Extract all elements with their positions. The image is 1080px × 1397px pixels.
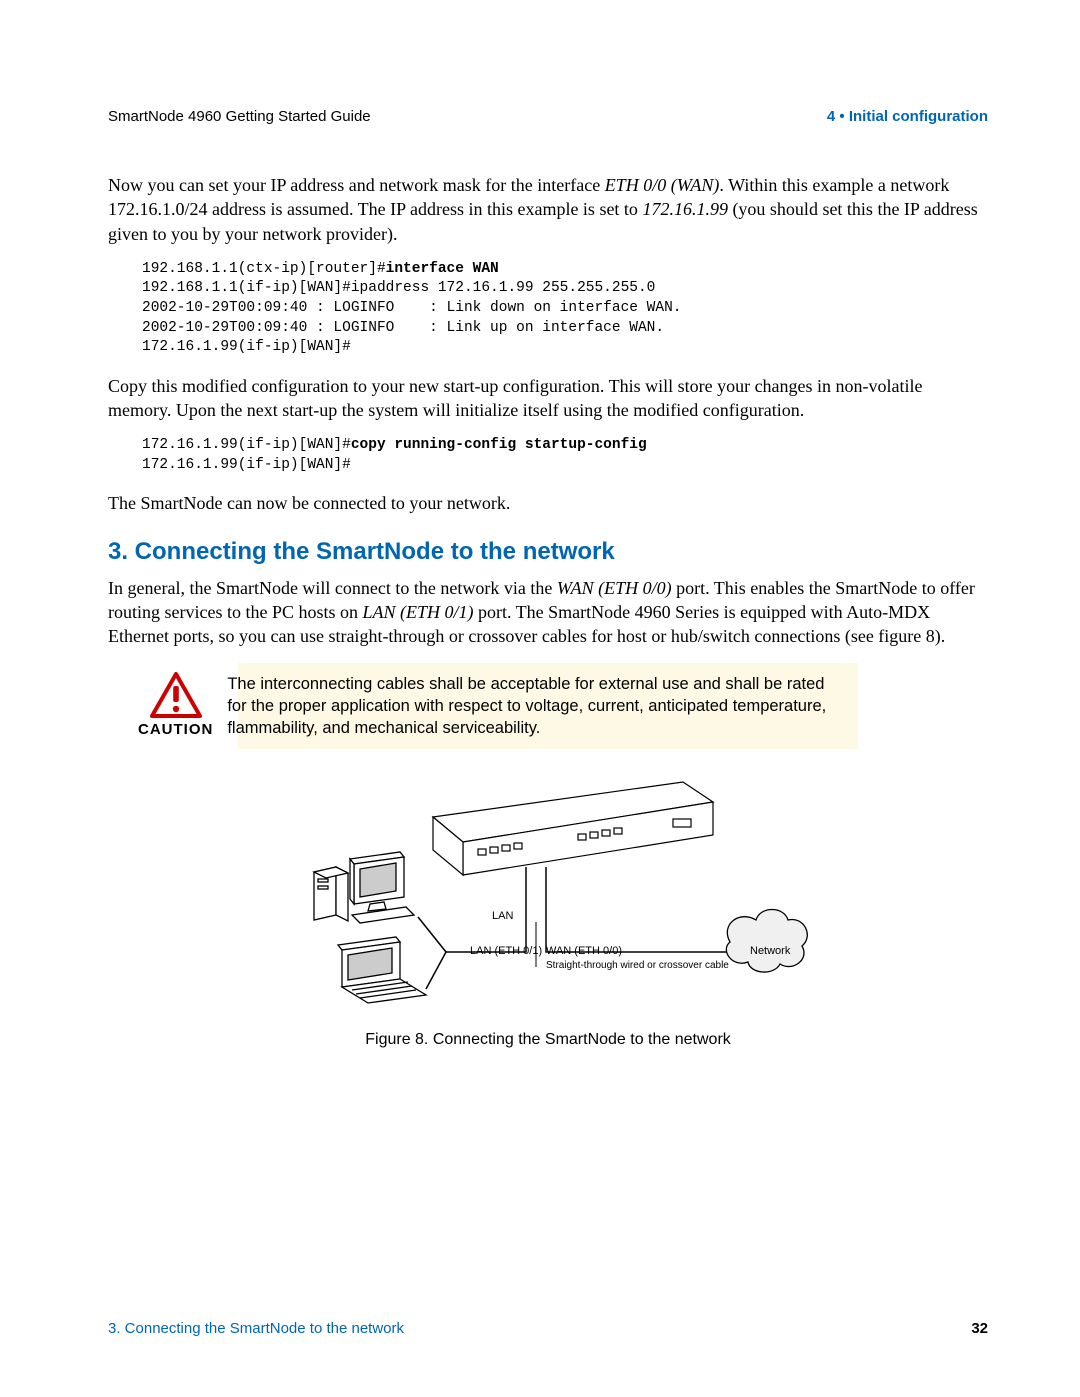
caution-label: CAUTION [138,721,213,738]
code-line: 192.168.1.1(ctx-ip)[router]# [142,261,386,277]
figure-caption: Figure 8. Connecting the SmartNode to th… [365,1031,731,1049]
code-line: 172.16.1.99(if-ip)[WAN]# [142,457,351,473]
diagram-label-cable: Straight-through wired or crossover cabl… [546,960,729,971]
code-line: 2002-10-29T00:09:40 : LOGINFO : Link dow… [142,300,682,316]
code-line: 192.168.1.1(if-ip)[WAN]#ipaddress 172.16… [142,280,655,296]
code-line: 172.16.1.99(if-ip)[WAN]# [142,339,351,355]
caution-callout: CAUTION The interconnecting cables shall… [238,663,858,750]
diagram-label-lan: LAN [492,910,513,922]
paragraph-connecting-intro: In general, the SmartNode will connect t… [108,576,988,649]
caution-text: The interconnecting cables shall be acce… [227,669,844,740]
footer-page-number: 32 [971,1320,988,1337]
page-footer: 3. Connecting the SmartNode to the netwo… [108,1320,988,1337]
diagram-label-wan-eth: WAN (ETH 0/0) [546,945,622,957]
caution-triangle-icon [149,671,203,719]
code-bold: interface WAN [386,261,499,277]
header-chapter: 4 • Initial configuration [827,108,988,125]
figure-8: LAN LAN (ETH 0/1) WAN (ETH 0/0) Straight… [108,767,988,1049]
text-emph: 172.16.1.99 [642,199,728,219]
paragraph-ip-setup: Now you can set your IP address and netw… [108,173,988,246]
code-line: 2002-10-29T00:09:40 : LOGINFO : Link up … [142,320,664,336]
paragraph-copy-config: Copy this modified configuration to your… [108,374,988,423]
paragraph-connected: The SmartNode can now be connected to yo… [108,491,988,515]
text-emph: WAN (ETH 0/0) [557,578,672,598]
header-doc-title: SmartNode 4960 Getting Started Guide [108,108,371,125]
text-emph: LAN (ETH 0/1) [363,602,474,622]
code-block-copy-config: 172.16.1.99(if-ip)[WAN]#copy running-con… [142,436,988,475]
diagram-label-network: Network [750,945,790,957]
text-run: Now you can set your IP address and netw… [108,175,605,195]
code-block-interface-wan: 192.168.1.1(ctx-ip)[router]#interface WA… [142,260,988,358]
network-diagram: LAN LAN (ETH 0/1) WAN (ETH 0/0) Straight… [278,767,818,1017]
text-run: In general, the SmartNode will connect t… [108,578,557,598]
code-line: 172.16.1.99(if-ip)[WAN]# [142,437,351,453]
caution-icon-group: CAUTION [138,671,213,738]
code-bold: copy running-config startup-config [351,437,647,453]
page-header: SmartNode 4960 Getting Started Guide 4 •… [108,108,988,125]
section-heading-connecting: 3. Connecting the SmartNode to the netwo… [108,538,988,566]
footer-section-title: 3. Connecting the SmartNode to the netwo… [108,1320,404,1337]
text-emph: ETH 0/0 (WAN) [605,175,720,195]
diagram-label-lan-eth: LAN (ETH 0/1) [470,945,542,957]
